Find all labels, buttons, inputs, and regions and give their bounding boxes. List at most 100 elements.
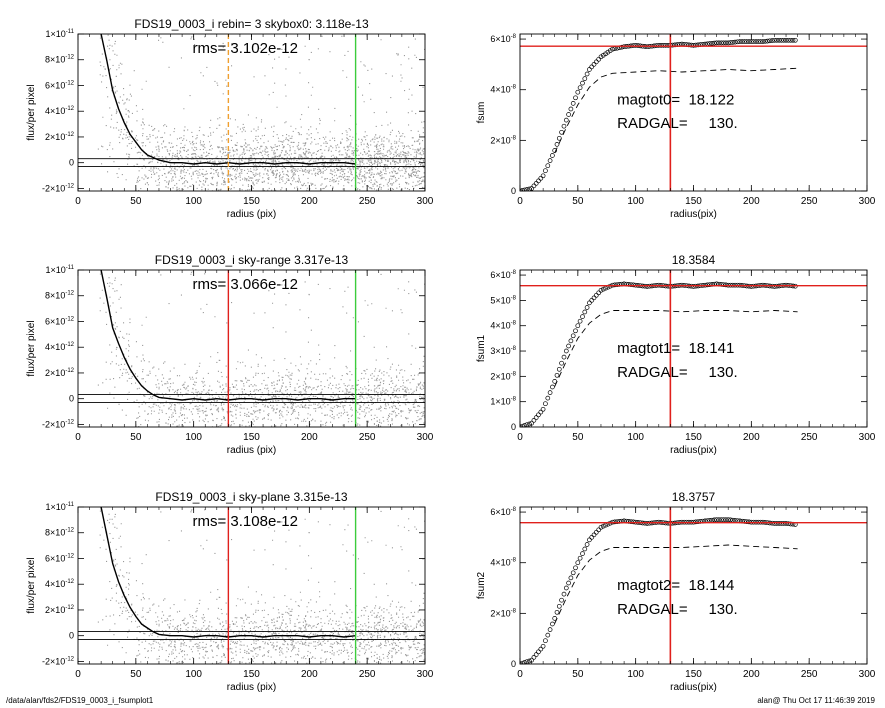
y-tick-label: 1×10-8 <box>490 397 516 407</box>
x-tick-label: 50 <box>130 669 142 680</box>
x-tick-label: 200 <box>301 196 318 207</box>
y-tick-label: 4×10-12 <box>45 342 75 352</box>
y-tick-label: 2×10-8 <box>490 608 516 618</box>
y-tick-label: 0 <box>69 158 74 168</box>
y-tick-label: 2×10-12 <box>45 132 75 142</box>
x-tick-label: 300 <box>417 432 434 443</box>
x-axis-label: radius (pix) <box>227 682 276 693</box>
scatter-cloud <box>97 34 425 191</box>
rms-annotation: rms= 3.102e-12 <box>193 40 298 57</box>
x-tick-label: 250 <box>801 196 818 207</box>
y-tick-label: 5×10-8 <box>490 295 516 305</box>
y-tick-label: 6×10-8 <box>490 270 516 280</box>
x-axis-label: radius(pix) <box>670 209 717 220</box>
scatter-points <box>97 271 425 427</box>
plot-area <box>520 270 867 427</box>
y-tick-label: 0 <box>69 394 74 404</box>
x-tick-label: 0 <box>517 669 523 680</box>
x-tick-label: 150 <box>685 196 702 207</box>
x-tick-label: 250 <box>359 196 376 207</box>
chart-right-bottom: 0 50 100 150 200 250 300 0 2×10-8 4×10-8 6×10-8 18.… <box>476 490 876 693</box>
x-tick-label: 200 <box>301 432 318 443</box>
plot-frame <box>77 33 426 192</box>
x-tick-label: 150 <box>243 432 260 443</box>
x-tick-label: 250 <box>359 432 376 443</box>
y-axis-label: flux/per pixel <box>26 320 37 376</box>
dashed-curve <box>554 67 798 154</box>
x-tick-label: 100 <box>185 432 202 443</box>
magtot-annotation: magtot1= 18.141 <box>617 340 734 357</box>
y-tick-label: 4×10-12 <box>45 579 75 589</box>
plot-frame <box>519 33 868 192</box>
y-axis-label: fsum2 <box>476 571 487 599</box>
magtot-annotation: magtot2= 18.144 <box>617 577 734 594</box>
x-tick-label: 50 <box>572 669 584 680</box>
profile-line <box>100 507 356 638</box>
y-axis-label: fsum <box>476 102 487 124</box>
x-tick-label: 200 <box>743 432 760 443</box>
x-tick-label: 0 <box>75 196 81 207</box>
y-tick-label: 1×10-11 <box>45 265 74 275</box>
chart-title: FDS19_0003_i sky-range 3.317e-13 <box>155 253 349 267</box>
y-tick-label: 0 <box>511 422 516 432</box>
x-tick-label: 150 <box>685 669 702 680</box>
rms-annotation: rms= 3.108e-12 <box>193 513 298 530</box>
y-tick-label: 8×10-12 <box>45 291 75 301</box>
y-axis-label: flux/per pixel <box>26 84 37 140</box>
x-tick-label: 300 <box>417 196 434 207</box>
footer-stamp: alan@ Thu Oct 17 11:46:39 2019 <box>757 696 875 705</box>
y-tick-label: 2×10-12 <box>45 368 75 378</box>
y-tick-label: 4×10-8 <box>490 558 516 568</box>
x-tick-label: 50 <box>130 432 142 443</box>
chart-left-middle: 0 50 100 150 200 250 300-2×10-1202×10-124×10-1… <box>26 253 434 456</box>
x-tick-label: 150 <box>685 432 702 443</box>
scatter-cloud <box>97 271 425 427</box>
y-tick-label: 1×10-11 <box>45 502 74 512</box>
x-tick-label: 100 <box>627 669 644 680</box>
x-tick-label: 300 <box>859 432 876 443</box>
plot-area <box>520 507 867 664</box>
y-tick-label: 6×10-12 <box>45 316 75 326</box>
x-tick-label: 0 <box>517 432 523 443</box>
x-tick-label: 250 <box>359 669 376 680</box>
chart-left-top: 0 50 100 150 200 250 300-2×10-1202×10-124×10-1… <box>26 17 434 220</box>
y-tick-label: 2×10-12 <box>45 605 75 615</box>
y-tick-label: 4×10-8 <box>490 321 516 331</box>
x-tick-label: 100 <box>185 196 202 207</box>
y-tick-label: -2×10-12 <box>42 183 75 193</box>
dashed-curve <box>554 310 798 387</box>
x-tick-label: 50 <box>572 432 584 443</box>
chart-title: 18.3757 <box>672 490 716 504</box>
chart-right-middle: 0 50 100 150 200 250 300 0 1×10-8 2×10-8 3×10-8 4×1… <box>476 253 876 456</box>
scatter-cloud <box>97 509 425 664</box>
y-tick-label: 6×10-8 <box>490 34 516 44</box>
x-tick-label: 0 <box>517 196 523 207</box>
scatter-points <box>97 34 425 191</box>
x-tick-label: 300 <box>859 196 876 207</box>
y-axis-label: flux/per pixel <box>26 557 37 613</box>
radgal-annotation: RADGAL= 130. <box>617 364 737 381</box>
profile-line <box>100 270 356 401</box>
scatter-points <box>97 509 425 664</box>
radgal-annotation: RADGAL= 130. <box>617 115 737 132</box>
x-tick-label: 50 <box>572 196 584 207</box>
magtot-annotation: magtot0= 18.122 <box>617 92 734 109</box>
x-tick-label: 0 <box>75 432 81 443</box>
y-tick-label: 0 <box>69 631 74 641</box>
x-axis-label: radius(pix) <box>670 682 717 693</box>
y-tick-label: -2×10-12 <box>42 419 75 429</box>
y-tick-label: 6×10-12 <box>45 80 75 90</box>
chart-title: FDS19_0003_i rebin= 3 skybox0: 3.118e-13 <box>134 17 369 31</box>
x-tick-label: 200 <box>301 669 318 680</box>
y-tick-label: 4×10-12 <box>45 106 75 116</box>
y-tick-label: 2×10-8 <box>490 371 516 381</box>
x-tick-label: 250 <box>801 669 818 680</box>
y-tick-label: 0 <box>511 186 516 196</box>
y-tick-label: 2×10-8 <box>490 135 516 145</box>
x-tick-label: 300 <box>417 669 434 680</box>
dashed-curve <box>554 544 798 624</box>
y-tick-label: 8×10-12 <box>45 55 75 65</box>
x-tick-label: 200 <box>743 196 760 207</box>
chart-right-top: 0 50 100 150 200 250 300 0 2×10-8 4×10-8 6×10-8 rad… <box>476 33 876 220</box>
